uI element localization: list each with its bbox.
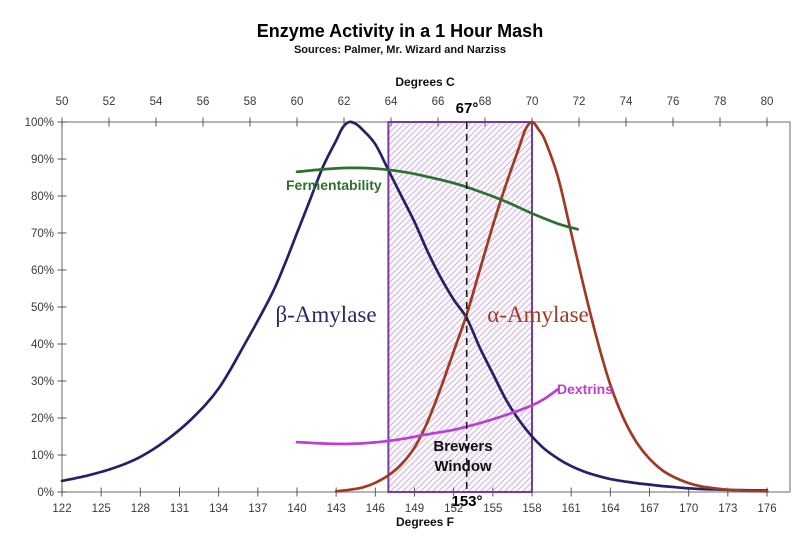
y-axis-tick-label: 50% [31, 302, 54, 314]
bottom-axis-tick-label: 176 [757, 503, 776, 515]
beta-amylase-label: β-Amylase [275, 302, 377, 327]
fermentability-label: Fermentability [286, 177, 382, 193]
series-curve-fermentability [295, 166, 580, 231]
top-axis-tick-label: 64 [385, 96, 398, 108]
top-axis-tick-label: 80 [761, 96, 774, 108]
top-axis-tick-label: 68 [479, 96, 492, 108]
top-axis-tick-label: 66 [432, 96, 445, 108]
top-axis-tick-label: 72 [573, 96, 586, 108]
y-axis-tick-label: 10% [31, 450, 54, 462]
dashed-line-bottom-label: 153° [451, 493, 483, 510]
dextrins-label: Dextrins [557, 381, 614, 397]
top-axis-tick-label: 70 [526, 96, 539, 108]
y-axis-tick-label: 100% [25, 117, 54, 129]
bottom-axis-tick-label: 149 [405, 503, 424, 515]
top-axis-tick-label: 58 [244, 96, 257, 108]
y-axis-tick-label: 70% [31, 228, 54, 240]
bottom-axis-tick-label: 146 [366, 503, 385, 515]
bottom-axis-tick-label: 173 [718, 503, 737, 515]
alpha-amylase-label: α-Amylase [487, 302, 589, 327]
bottom-axis-tick-label: 131 [170, 503, 189, 515]
top-axis-tick-label: 78 [714, 96, 727, 108]
top-axis-tick-label: 62 [338, 96, 351, 108]
y-axis-tick-label: 0% [37, 487, 54, 499]
bottom-axis-tick-label: 164 [601, 503, 621, 515]
top-axis-tick-label: 50 [56, 96, 69, 108]
bottom-axis-tick-label: 140 [287, 503, 306, 515]
bottom-axis-tick-label: 134 [209, 503, 229, 515]
bottom-axis-tick-label: 137 [248, 503, 267, 515]
y-axis-tick-label: 60% [31, 265, 54, 277]
y-axis-tick-label: 40% [31, 339, 54, 351]
y-axis-tick-label: 90% [31, 154, 54, 166]
bottom-axis-tick-label: 161 [562, 503, 581, 515]
bottom-axis-tick-label: 143 [327, 503, 346, 515]
bottom-axis-tick-label: 158 [522, 503, 541, 515]
chart-subtitle: Sources: Palmer, Mr. Wizard and Narziss [293, 44, 507, 56]
top-axis-tick-label: 52 [103, 96, 116, 108]
top-axis-label: Degrees C [395, 75, 455, 89]
bottom-axis-tick-label: 167 [640, 503, 659, 515]
top-axis-tick-label: 76 [667, 96, 680, 108]
dashed-line-top-label: 67° [455, 100, 479, 117]
bottom-axis-tick-label: 170 [679, 503, 698, 515]
top-axis-tick-label: 54 [150, 96, 163, 108]
bottom-axis-tick-label: 122 [52, 503, 71, 515]
series-curve-dextrins [295, 387, 560, 446]
bottom-axis-tick-label: 125 [92, 503, 111, 515]
y-axis-tick-label: 80% [31, 191, 54, 203]
y-axis-tick-label: 30% [31, 376, 54, 388]
top-axis-tick-label: 56 [197, 96, 210, 108]
brewers-window-label: Brewers Window [433, 438, 497, 475]
bottom-axis-label: Degrees F [395, 515, 455, 529]
bottom-axis-tick-label: 128 [131, 503, 150, 515]
chart-title: Enzyme Activity in a 1 Hour Mash [256, 21, 544, 41]
bottom-axis-tick-label: 155 [483, 503, 502, 515]
y-axis-tick-label: 20% [31, 413, 54, 425]
series-curve-amylase [334, 120, 769, 493]
series-curve-amylase [60, 120, 769, 492]
top-axis-tick-label: 74 [620, 96, 633, 108]
bottom-axis-tick-label: 152 [444, 503, 463, 515]
top-axis-tick-label: 60 [291, 96, 304, 108]
